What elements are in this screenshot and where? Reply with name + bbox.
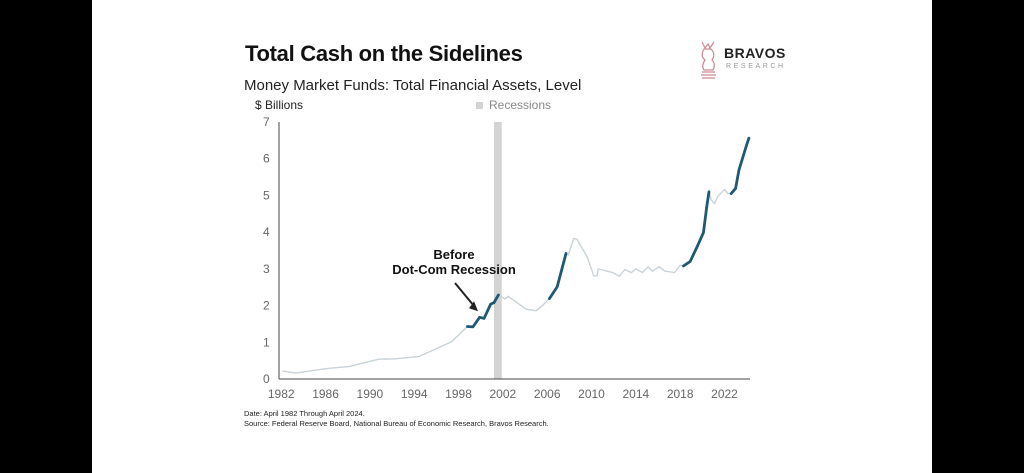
annotation-arrow (454, 282, 476, 308)
x-tick-label: 2018 (667, 387, 694, 401)
y-tick-label: 2 (263, 299, 270, 313)
y-tick-label: 1 (263, 335, 270, 349)
footer-source: Source: Federal Reserve Board, National … (244, 419, 549, 428)
slide (92, 0, 932, 473)
x-tick-label: 1986 (312, 387, 339, 401)
y-tick-label: 6 (263, 152, 270, 166)
arrow-head-icon (469, 301, 479, 312)
y-tick-label: 4 (263, 225, 270, 239)
x-tick-label: 2002 (490, 387, 517, 401)
legend: Recessions (476, 98, 551, 112)
x-tick-label: 2010 (578, 387, 605, 401)
x-tick-label: 1982 (268, 387, 295, 401)
chart-title: Total Cash on the Sidelines (245, 41, 523, 66)
y-tick-label: 5 (263, 188, 270, 202)
annotation-line-1: Before (433, 247, 474, 262)
y-tick-label: 3 (263, 262, 270, 276)
highlight-segment (465, 293, 500, 329)
chart-subtitle: Money Market Funds: Total Financial Asse… (244, 77, 582, 94)
annotation-line-2: Dot-Com Recession (392, 262, 516, 277)
y-tick-label: 0 (263, 372, 270, 386)
x-tick-label: 1990 (357, 387, 384, 401)
x-tick-label: 2006 (534, 387, 561, 401)
highlight-segment (548, 252, 568, 300)
series-line (282, 137, 750, 374)
x-tick-label: 2022 (711, 387, 738, 401)
legend-label: Recessions (489, 98, 552, 112)
footer-date: Date: April 1982 Through April 2024. (244, 409, 365, 418)
highlight-segment (729, 136, 751, 195)
highlight-segment (682, 190, 711, 268)
bravos-logo-icon (701, 41, 716, 79)
logo-text: BRAVOS (724, 45, 786, 61)
y-axis-unit: $ Billions (255, 98, 304, 112)
y-tick-label: 7 (263, 115, 270, 129)
x-tick-label: 2014 (623, 387, 650, 401)
x-tick-label: 1998 (445, 387, 472, 401)
logo-subtext: RESEARCH (726, 63, 786, 70)
x-tick-label: 1994 (401, 387, 428, 401)
recession-band (493, 122, 502, 379)
legend-swatch (476, 101, 483, 109)
